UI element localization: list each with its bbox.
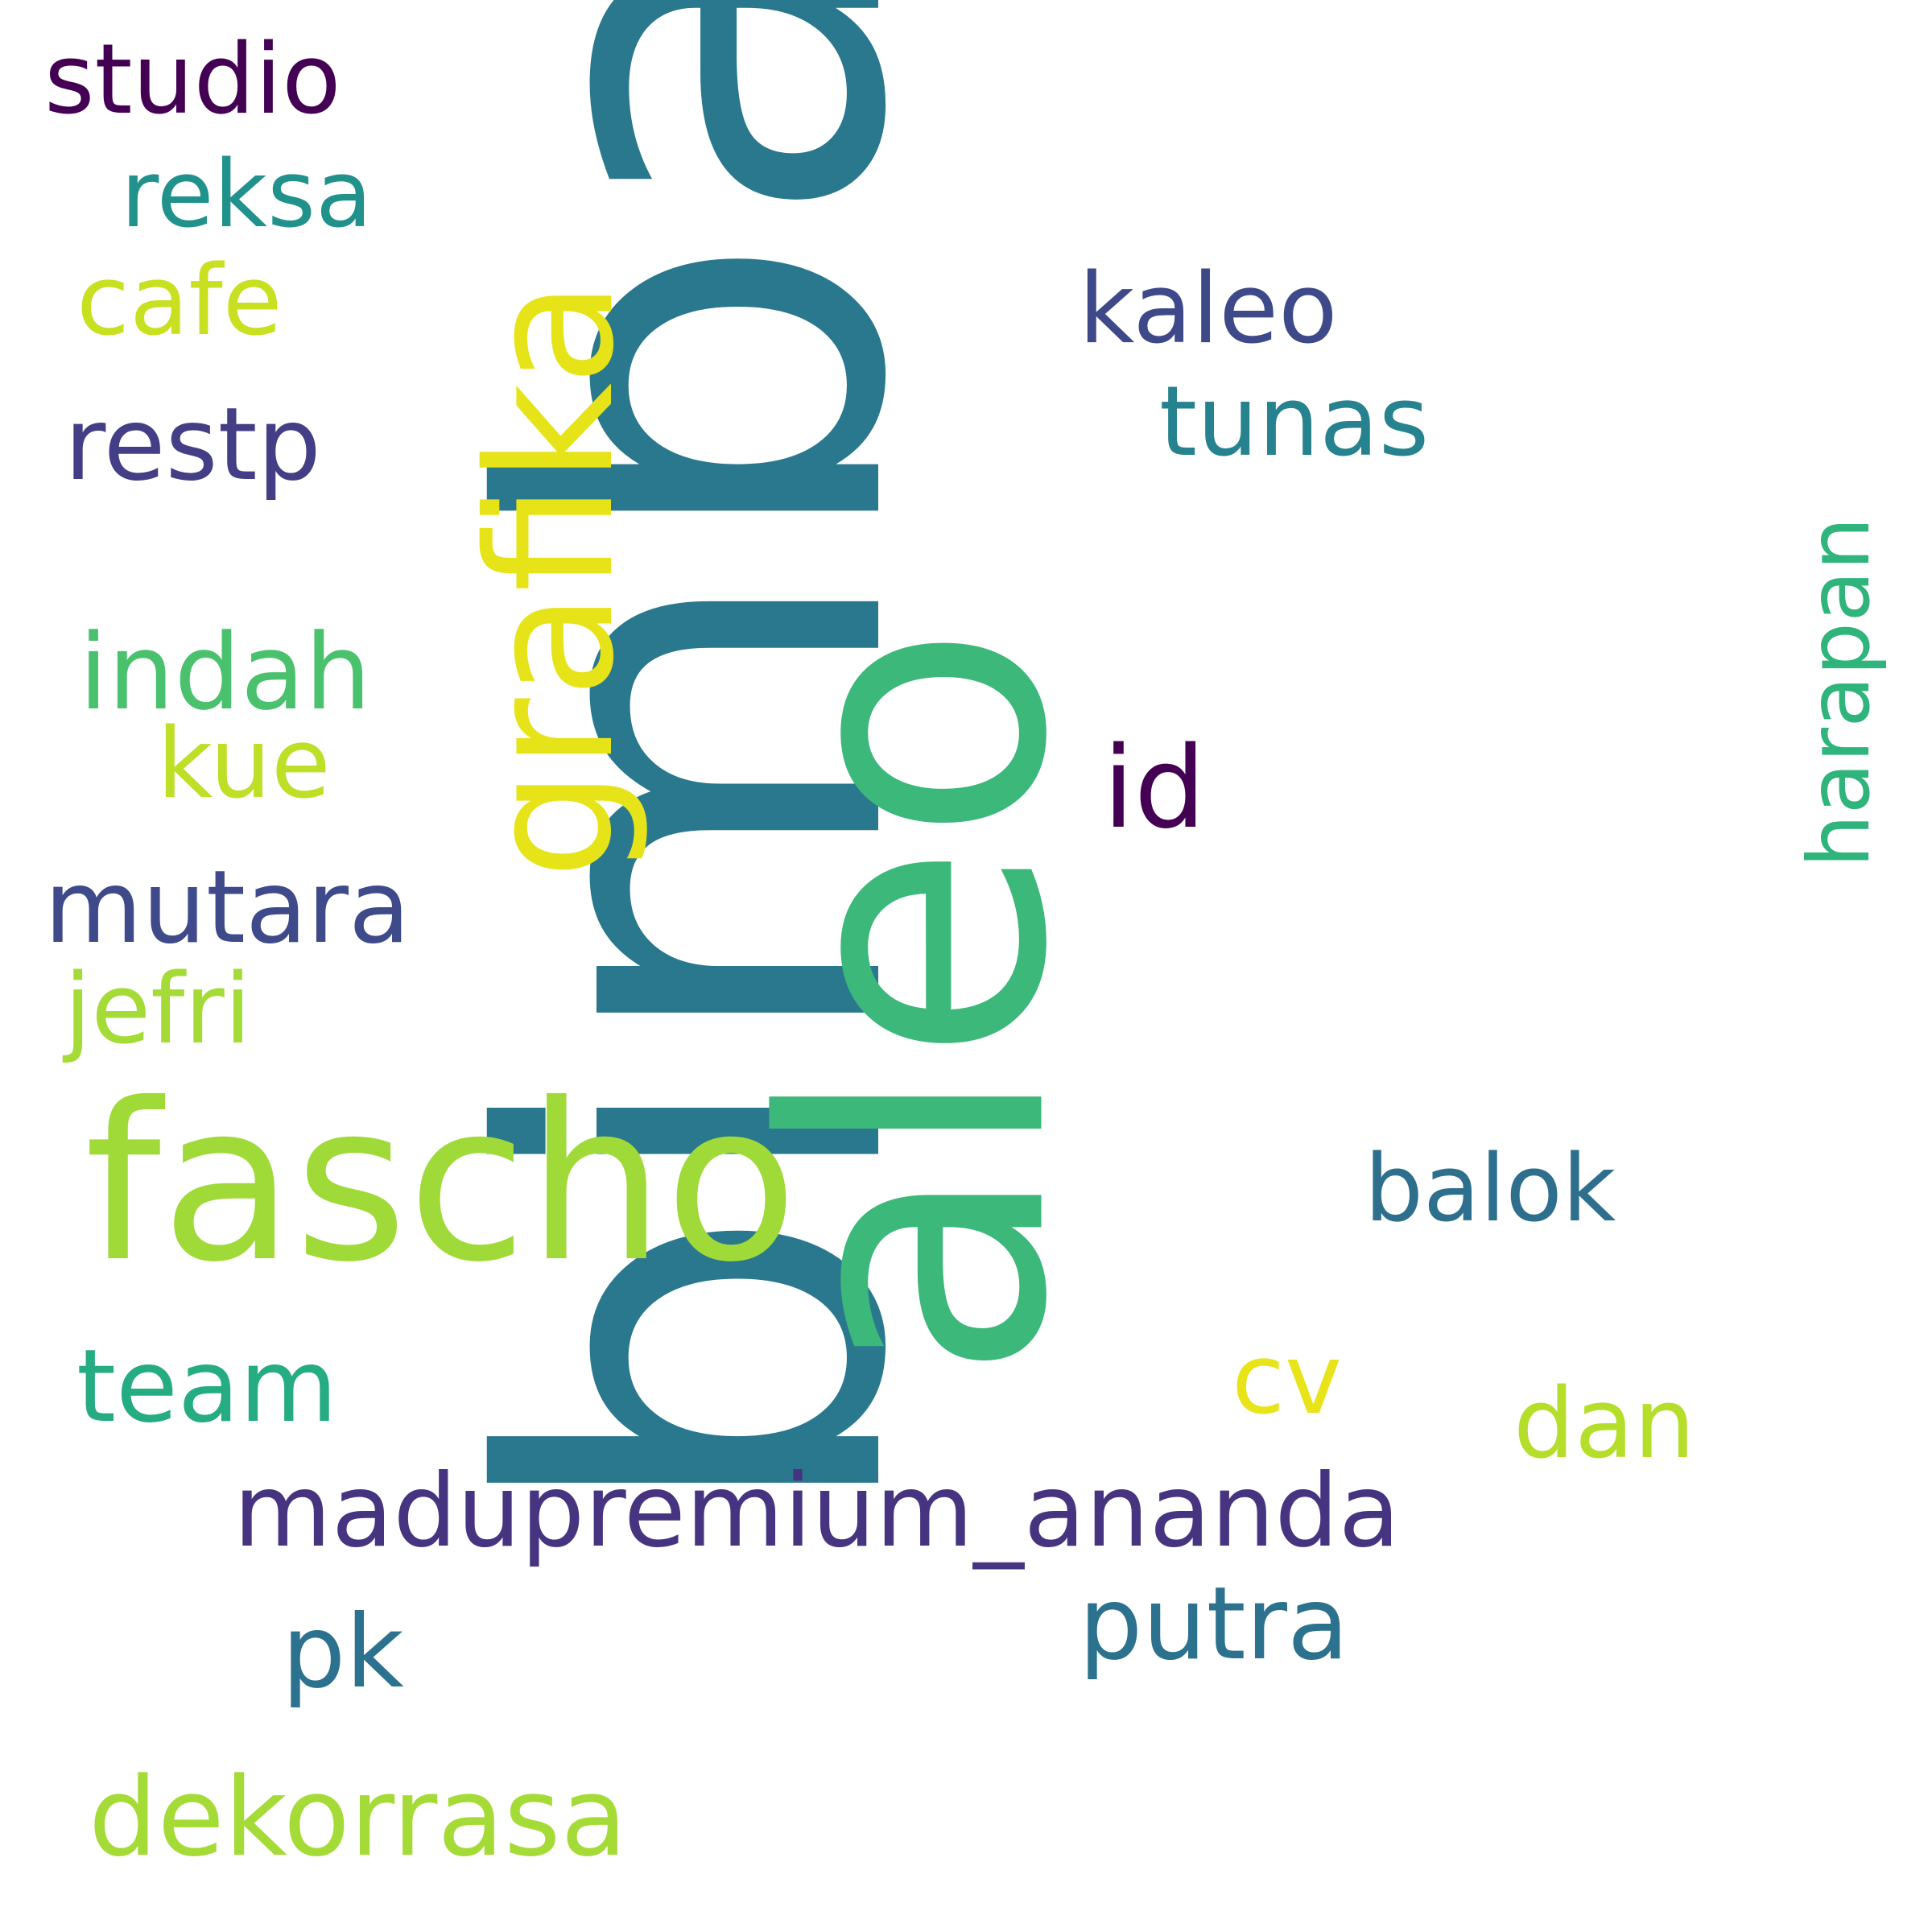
word-balok: balok bbox=[1364, 1135, 1616, 1243]
word-reksa: reksa bbox=[121, 141, 373, 249]
word-kue: kue bbox=[157, 708, 331, 820]
word-cv: cv bbox=[1232, 1324, 1342, 1436]
word-kaleo: kaleo bbox=[1079, 254, 1338, 365]
word-harapan: harapan bbox=[1790, 517, 1889, 868]
word-fascho: fascho bbox=[85, 1056, 798, 1310]
word-dekorrasa: dekorrasa bbox=[89, 1754, 628, 1880]
word-id: id bbox=[1103, 723, 1206, 854]
word-putra: putra bbox=[1079, 1566, 1349, 1682]
word-jefri: jefri bbox=[64, 954, 252, 1066]
word-madupremium-ananda: madupremium_ananda bbox=[233, 1453, 1401, 1570]
word-dan: dan bbox=[1513, 1368, 1695, 1480]
word-mutara: mutara bbox=[44, 849, 411, 966]
word-aleo: aleo bbox=[708, 623, 1126, 1382]
word-cafe: cafe bbox=[76, 246, 283, 357]
word-team: team bbox=[76, 1328, 338, 1445]
word-pk: pk bbox=[282, 1594, 404, 1711]
word-grafika: grafika bbox=[450, 279, 652, 880]
word-tunas: tunas bbox=[1159, 366, 1430, 478]
word-indah: indah bbox=[79, 611, 372, 733]
word-studio: studio bbox=[44, 24, 341, 136]
word-restp: restp bbox=[64, 386, 322, 503]
